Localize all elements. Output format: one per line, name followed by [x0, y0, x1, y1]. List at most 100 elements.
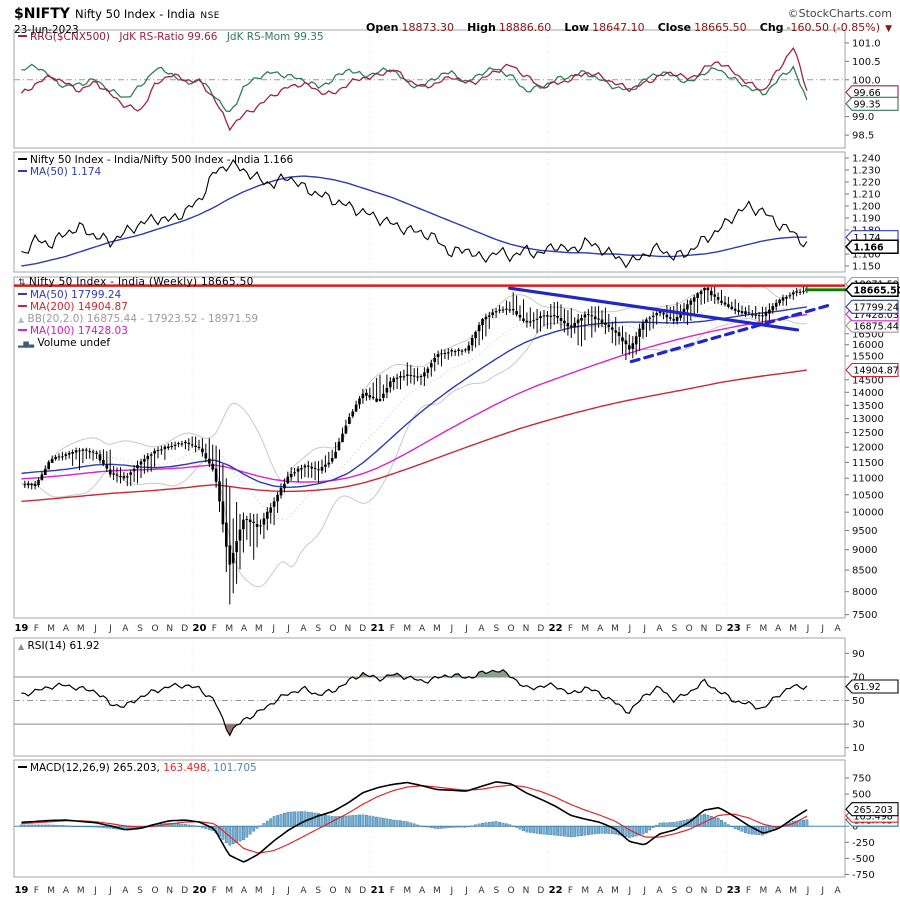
price-candle-body [696, 293, 699, 298]
price-candle-body [85, 449, 88, 451]
macd-histogram-bar [491, 821, 495, 827]
price-candle-body [645, 319, 648, 323]
x-axis-upper-month-label: N [345, 624, 352, 634]
macd-histogram-bar [518, 826, 522, 830]
axis-value-box-label: 14904.87 [854, 366, 899, 377]
axis-tick-label: -500 [852, 854, 875, 865]
x-axis-lower-month-label: A [419, 886, 426, 896]
price-candle-body [167, 446, 170, 448]
macd-histogram-bar [505, 823, 508, 827]
price-candle-body [655, 313, 658, 316]
macd-histogram-bar [317, 813, 320, 827]
axis-tick-label: -750 [852, 870, 875, 881]
macd-histogram-bar [91, 826, 95, 828]
price-candle-body [778, 299, 781, 304]
macd-histogram-bar [180, 823, 184, 827]
x-axis-lower-month-label: M [760, 886, 768, 896]
macd-histogram-bar [368, 815, 372, 827]
macd-histogram-bar [375, 816, 378, 827]
macd-histogram-bar [269, 818, 273, 827]
macd-histogram-bar [443, 826, 447, 829]
x-axis-lower-month-label: N [701, 886, 708, 896]
price-candle-body [313, 467, 317, 469]
macd-histogram-bar [218, 826, 221, 837]
macd-histogram-bar [255, 826, 259, 829]
x-axis-lower-month-label: M [789, 886, 797, 896]
macd-histogram-bar [399, 820, 402, 827]
price-candle-body [474, 332, 477, 339]
macd-histogram-bar [101, 826, 105, 829]
macd-histogram-bar [733, 826, 737, 829]
x-axis-lower-month-label: M [581, 886, 589, 896]
x-axis-lower-month-label: J [449, 886, 453, 896]
price-candle-body [573, 322, 576, 328]
macd-histogram-bar [57, 825, 61, 827]
price-candle-body [27, 483, 30, 486]
price-candle-body [286, 476, 290, 484]
x-axis-lower-month-label: J [286, 886, 290, 896]
axis-tick-label: -250 [852, 838, 875, 849]
price-candle-body [477, 325, 481, 332]
x-axis-lower-month-label: A [597, 886, 604, 896]
axis-tick-label: 50 [852, 696, 865, 707]
price-candle-body [771, 306, 775, 311]
axis-tick-label: 10000 [852, 508, 884, 519]
price-candle-body [30, 484, 33, 486]
macd-histogram-bar [655, 824, 659, 827]
ma50-label: MA(50) 17799.24 [30, 289, 122, 301]
ma100-line [21, 313, 808, 483]
x-axis-upper-year-label: 20 [193, 623, 207, 634]
price-candle-body [470, 338, 474, 346]
macd-histogram-bar [388, 819, 392, 827]
price-candle-body [153, 450, 156, 454]
macd-histogram-bar [474, 824, 477, 827]
price-candle-body [624, 340, 628, 345]
bb-middle-line [21, 301, 808, 520]
price-candle-body [378, 399, 382, 401]
axis-tick-label: 11000 [852, 474, 884, 485]
macd-histogram-bar [300, 811, 303, 827]
credit: ©StockCharts.com [788, 2, 892, 21]
price-candle-body [115, 474, 119, 476]
axis-tick-label: 750 [852, 774, 871, 785]
macd-histogram-bar [194, 825, 197, 827]
macd-histogram-bar [221, 826, 225, 840]
price-candle-body [669, 317, 672, 319]
x-axis-lower-month-label: A [300, 886, 307, 896]
macd-histogram-bar [542, 826, 546, 835]
x-axis-upper-month-label: M [789, 624, 797, 634]
volume-bars-icon: ▂▆▃ [18, 340, 35, 348]
macd-histogram-bar [382, 818, 385, 827]
price-candle-body [348, 417, 351, 424]
x-axis-upper-month-label: S [137, 624, 143, 634]
macd-histogram-bar [334, 816, 337, 827]
macd-histogram-bar [289, 811, 293, 827]
price-candle-body [563, 320, 566, 324]
price-candle-body [720, 300, 723, 303]
price-candle-body [67, 453, 71, 455]
axis-value-box-label: 1.166 [854, 242, 884, 253]
ratio-ma-swatch-icon [18, 169, 27, 173]
macd-histogram-bar [337, 816, 341, 827]
price-candle-body [248, 519, 252, 523]
x-axis-upper-month-label: D [537, 624, 544, 634]
bb-lower-line [21, 317, 807, 588]
price-candle-body [488, 315, 491, 317]
axis-value-box [844, 239, 899, 255]
macd-histogram-bar [293, 811, 296, 827]
price-candle-body [201, 448, 204, 453]
price-candle-body [368, 395, 372, 398]
price-candle-body [344, 425, 348, 434]
x-axis-upper-month-label: J [642, 624, 646, 634]
x-axis-lower-month-label: M [403, 886, 411, 896]
axis-value-box [845, 802, 899, 817]
axis-value-box-label: 99.66 [854, 88, 881, 99]
x-axis-upper-month-label: J [449, 624, 453, 634]
price-candle-body [252, 521, 255, 523]
x-axis-upper-month-label: J [627, 624, 631, 634]
macd-histogram-bar [747, 826, 751, 835]
price-candle-body [751, 313, 754, 316]
x-axis-upper-month-label: F [34, 624, 39, 634]
x-axis-upper-month-label: A [63, 624, 70, 634]
price-candle-body [78, 450, 81, 452]
